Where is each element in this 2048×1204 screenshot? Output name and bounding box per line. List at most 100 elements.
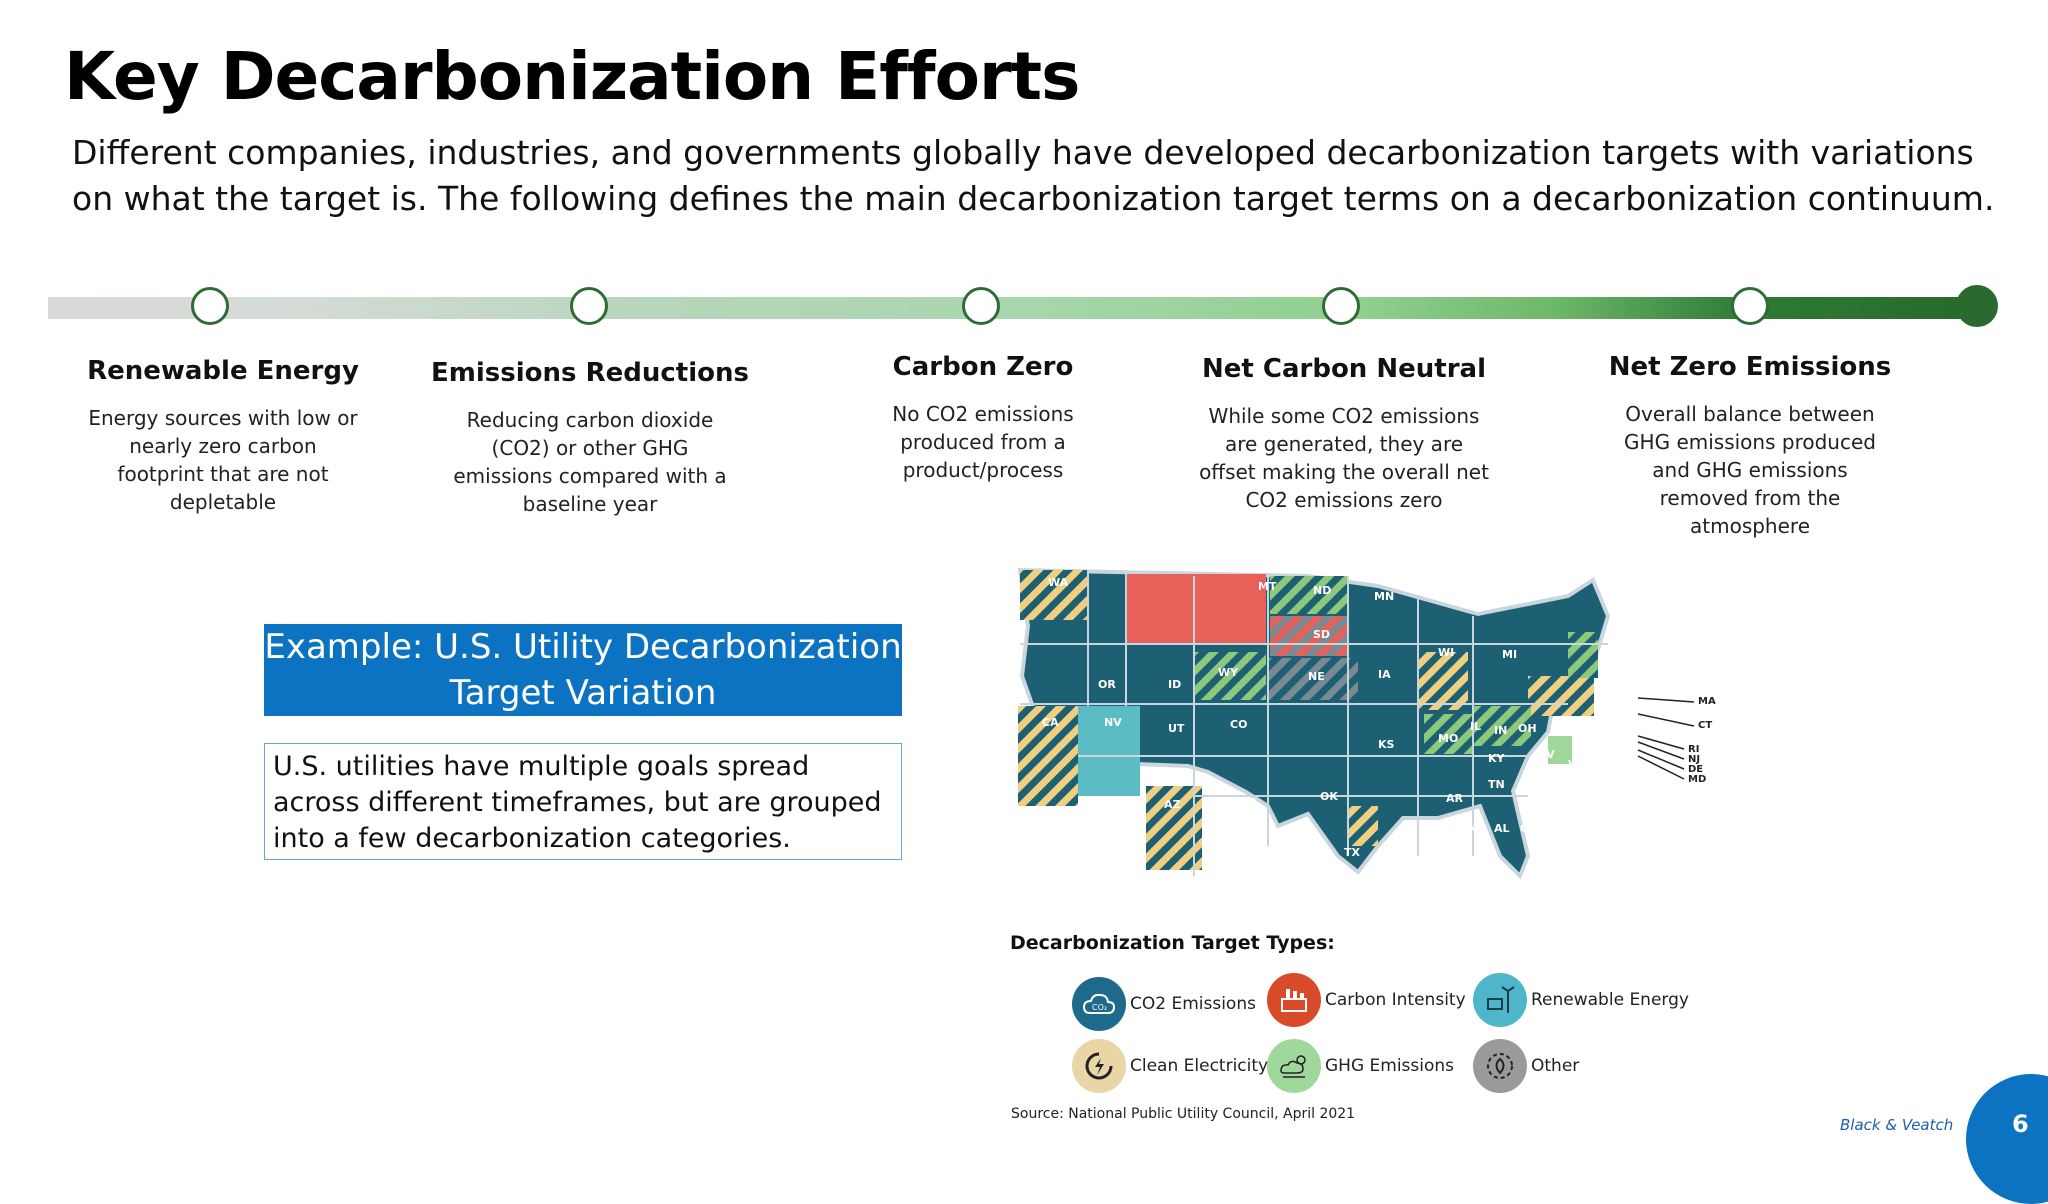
state-label: NJ (1688, 754, 1700, 765)
legend-label: Clean Electricity (1130, 1056, 1269, 1076)
state-label: ID (1168, 678, 1181, 691)
timeline-end-node (1956, 285, 1998, 327)
state-label: WY (1218, 666, 1239, 679)
legend-title: Decarbonization Target Types: (1010, 932, 1335, 954)
state-mi (1418, 652, 1468, 710)
state-label: NM (1236, 796, 1256, 809)
state-label: OK (1320, 790, 1338, 803)
stage-title: Emissions Reductions (431, 358, 749, 388)
state-label: IN (1494, 724, 1507, 737)
stage-net-carbon-neutral: Net Carbon Neutral While some CO2 emissi… (1164, 354, 1524, 514)
state-label: NV (1104, 716, 1122, 729)
state-label: WA (1048, 576, 1069, 589)
page-number-badge (1966, 1074, 2048, 1204)
svg-text:CO₂: CO₂ (1092, 1003, 1107, 1012)
legend-label: GHG Emissions (1325, 1056, 1455, 1076)
stage-emissions-reductions: Emissions Reductions Reducing carbon dio… (410, 358, 770, 518)
state-label: KY (1488, 752, 1506, 765)
stage-renewable-energy: Renewable Energy Energy sources with low… (43, 356, 403, 516)
example-banner-text: Example: U.S. Utility Decarbonization Ta… (264, 627, 902, 713)
state-sd (1270, 616, 1348, 656)
state-label: WI (1438, 646, 1454, 659)
northeast-callouts: MA CT RI NJ DE MD (1637, 696, 1716, 785)
state-label: MS (1468, 822, 1487, 835)
state-me (1568, 632, 1598, 678)
state-label: OR (1098, 678, 1116, 691)
state-label: SC (1554, 822, 1570, 835)
legend-label: Carbon Intensity (1325, 990, 1466, 1010)
state-oh (1424, 714, 1472, 754)
state-label: MO (1438, 732, 1458, 745)
state-label: DE (1688, 764, 1703, 775)
state-label: NE (1308, 670, 1325, 683)
brand-logo-text: Black & Veatch (1840, 1116, 1954, 1134)
legend-label: Other (1531, 1056, 1580, 1076)
state-label: MN (1374, 590, 1394, 603)
example-banner: Example: U.S. Utility Decarbonization Ta… (264, 624, 902, 716)
state-label: SD (1313, 628, 1330, 641)
state-label: NY (1600, 684, 1618, 697)
state-label: RI (1688, 744, 1699, 755)
state-label: KS (1378, 738, 1395, 751)
state-label: MI (1502, 648, 1517, 661)
state-wy (1194, 652, 1266, 700)
stage-description: While some CO2 emissions are generated, … (1199, 404, 1489, 512)
state-label: GA (1520, 822, 1538, 835)
state-label: MA (1698, 696, 1716, 707)
state-label: AR (1446, 792, 1464, 805)
state-wa (1020, 570, 1088, 620)
legend-item-carbon-intensity: Carbon Intensity (1267, 973, 1466, 1027)
stage-description: Reducing carbon dioxide (CO2) or other G… (453, 408, 727, 516)
timeline-node-net-carbon-neutral (1322, 287, 1360, 325)
stage-description: No CO2 emissions produced from a product… (892, 402, 1074, 482)
legend-item-other: Other (1473, 1039, 1579, 1093)
timeline-node-carbon-zero (962, 287, 1000, 325)
state-label: PA (1568, 714, 1584, 727)
state-label: LA (1434, 830, 1450, 843)
stage-title: Net Zero Emissions (1608, 352, 1892, 382)
state-label: IA (1378, 668, 1391, 681)
state-label: IL (1470, 720, 1481, 733)
state-nj (1548, 736, 1572, 764)
source-note: Source: National Public Utility Council,… (1011, 1106, 1356, 1122)
state-ny (1528, 676, 1594, 716)
state-label: ND (1313, 584, 1331, 597)
stage-description: Energy sources with low or nearly zero c… (88, 406, 358, 514)
page-number: 6 (2012, 1110, 2029, 1138)
state-label: CT (1698, 720, 1712, 731)
state-label: VA (1568, 758, 1585, 771)
state-label: MT (1258, 580, 1277, 593)
timeline-node-net-zero-emissions (1731, 287, 1769, 325)
timeline-node-renewable-energy (191, 287, 229, 325)
plug-cycle-icon (1072, 1039, 1126, 1093)
stage-title: Net Carbon Neutral (1202, 354, 1486, 384)
legend-item-renewable-energy: Renewable Energy (1473, 973, 1689, 1027)
us-utility-target-map: WA MT ND MN OR ID SD WI MI WY IA NE CA N… (1008, 556, 1768, 926)
state-az (1146, 786, 1202, 870)
state-label: OH (1518, 722, 1537, 735)
factory-icon (1267, 973, 1321, 1027)
cloud-co2-icon: CO₂ (1072, 977, 1126, 1031)
solar-wind-icon (1473, 973, 1527, 1027)
state-label: AZ (1164, 798, 1181, 811)
state-label: CO (1230, 718, 1247, 731)
legend-label: Renewable Energy (1531, 990, 1689, 1010)
stage-description: Overall balance between GHG emissions pr… (1624, 402, 1876, 538)
smog-sun-icon (1267, 1039, 1321, 1093)
state-ca (1018, 706, 1078, 806)
state-ne (1268, 658, 1358, 700)
legend-label: CO2 Emissions (1130, 994, 1256, 1014)
state-label: WV (1534, 748, 1555, 761)
state-nv (1078, 706, 1140, 796)
intro-text: Different companies, industries, and gov… (72, 133, 1995, 218)
gear-leaf-icon (1473, 1039, 1527, 1093)
state-mt (1126, 574, 1266, 644)
legend-item-co2-emissions: CO₂ CO2 Emissions (1072, 977, 1256, 1031)
example-description: U.S. utilities have multiple goals sprea… (264, 743, 902, 860)
state-nd (1270, 576, 1348, 614)
state-labels: WA MT ND MN OR ID SD WI MI WY IA NE CA N… (1042, 576, 1618, 897)
stage-title: Carbon Zero (892, 352, 1074, 382)
state-la (1348, 806, 1378, 846)
legend-item-clean-electricity: Clean Electricity (1072, 1039, 1268, 1093)
us-map-svg: WA MT ND MN OR ID SD WI MI WY IA NE CA N… (1017, 567, 1716, 897)
